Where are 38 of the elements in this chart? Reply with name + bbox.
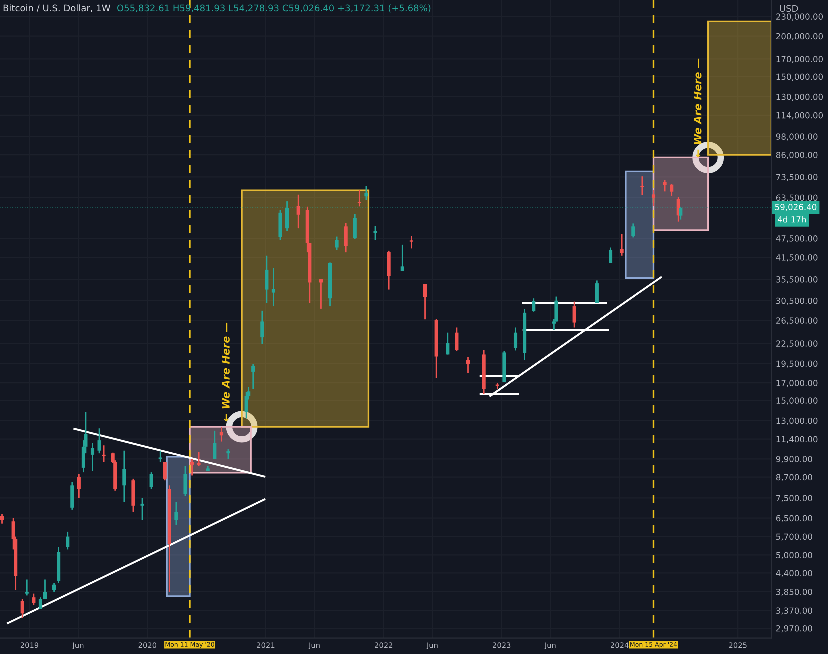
- y-tick-label: 86,000.00: [776, 152, 818, 160]
- chart-subtitle: O55,832.61 H59,481.93 L54,278.93 C59,026.40 +3,172.31 (+5.68%): [118, 4, 431, 13]
- chart-title: Bitcoin / U.S. Dollar, 1W: [4, 4, 111, 13]
- y-tick-label: 200,000.00: [776, 33, 824, 40]
- text: 4d 17h: [778, 216, 806, 223]
- y-tick-label: 11,400.00: [776, 436, 818, 444]
- y-tick-label: 3,370.00: [776, 608, 812, 615]
- y-tick-label: 7,500.00: [776, 495, 812, 502]
- y-tick-label: 2,970.00: [776, 625, 812, 633]
- y-tick-label: 15,000.00: [776, 398, 818, 405]
- y-tick-label: 130,000.00: [776, 94, 824, 102]
- y-tick-label: 63,500.00: [776, 194, 818, 202]
- y-tick-label: 19,500.00: [776, 360, 818, 368]
- y-tick-label: 17,000.00: [776, 380, 818, 388]
- y-tick-label: 114,000.00: [776, 112, 824, 120]
- y-tick-label: 26,500.00: [776, 318, 818, 325]
- y-tick-label: 3,850.00: [776, 588, 812, 596]
- annotation: ← We Are Here —: [222, 322, 230, 422]
- y-tick-label: 170,000.00: [776, 56, 824, 64]
- annotation: ← We Are Here —: [694, 58, 702, 158]
- y-tick-label: 98,000.00: [776, 134, 818, 141]
- ref-line-label: 59,026.40: [775, 204, 817, 212]
- y-tick-label: 73,500.00: [776, 174, 818, 182]
- y-tick-label: 6,500.00: [776, 515, 812, 522]
- y-tick-label: 5,700.00: [776, 534, 812, 541]
- y-tick-label: 22,500.00: [776, 340, 818, 348]
- y-tick-label: 9,900.00: [776, 456, 812, 464]
- y-tick-label: 13,000.00: [776, 418, 818, 425]
- y-tick-label: 35,500.00: [776, 276, 818, 284]
- text: USD: [780, 5, 798, 12]
- y-tick-label: 41,500.00: [776, 254, 818, 262]
- y-tick-label: 150,000.00: [776, 74, 824, 81]
- y-tick-label: 47,500.00: [776, 236, 818, 243]
- y-tick-label: 5,000.00: [776, 552, 812, 560]
- y-tick-label: 8,700.00: [776, 474, 812, 482]
- y-tick-label: 4,400.00: [776, 570, 812, 578]
- y-tick-label: 230,000.00: [776, 14, 824, 21]
- y-tick-label: 30,500.00: [776, 298, 818, 306]
